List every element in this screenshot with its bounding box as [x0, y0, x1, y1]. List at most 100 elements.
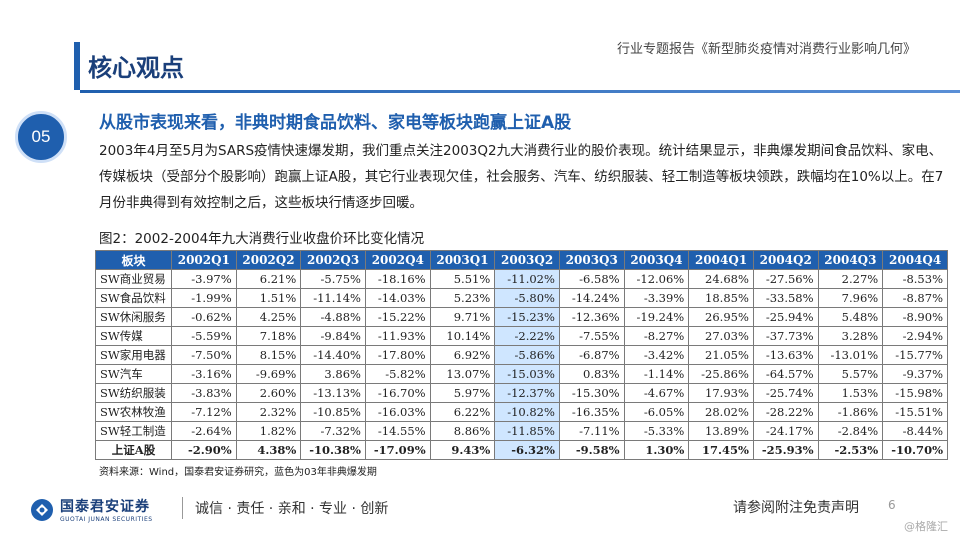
figure-caption: 图2：2002-2004年九大消费行业收盘价环比变化情况: [99, 231, 425, 247]
value-cell: 1.51%: [235, 288, 302, 308]
value-cell: -5.33%: [623, 421, 690, 441]
value-cell: 5.57%: [817, 364, 884, 384]
table-row: SW商业贸易 -3.97% 6.21% -5.75% -18.16% 5.51% -11.0…: [95, 269, 948, 289]
source-note: 资料来源：Wind，国泰君安证券研究，蓝色为03年非典爆发期: [99, 467, 377, 478]
column-header-quarter: 2002Q3: [300, 250, 366, 270]
value-cell: 5.23%: [429, 288, 496, 308]
value-cell: -12.37%: [494, 383, 560, 403]
company-slogan: 诚信 · 责任 · 亲和 · 专业 · 创新: [195, 501, 389, 517]
value-cell: -16.03%: [364, 402, 431, 422]
footer-divider: [182, 497, 183, 519]
value-cell: -2.22%: [494, 326, 560, 346]
column-header-quarter: 2002Q4: [364, 250, 431, 270]
value-cell: 28.02%: [688, 402, 754, 422]
value-cell: 2.32%: [235, 402, 302, 422]
value-cell: -2.84%: [817, 421, 884, 441]
table-row: SW传媒 -5.59% 7.18% -9.84% -11.93% 10.14% -2.22%…: [95, 326, 948, 346]
value-cell: -5.82%: [364, 364, 431, 384]
value-cell: -17.80%: [364, 345, 431, 365]
value-cell: -6.32%: [494, 440, 560, 460]
value-cell: -14.03%: [364, 288, 431, 308]
value-cell: 1.82%: [235, 421, 302, 441]
value-cell: 9.43%: [429, 440, 496, 460]
table-header-row: 板块 2002Q1 2002Q2 2002Q3 2002Q4 2003Q1 2003Q2 20…: [95, 250, 948, 270]
value-cell: 13.07%: [429, 364, 496, 384]
column-header-quarter: 2002Q2: [235, 250, 302, 270]
value-cell: 2.27%: [817, 269, 884, 289]
logo-chinese-name: 国泰君安证券: [60, 499, 150, 515]
value-cell: -1.99%: [171, 288, 237, 308]
value-cell: -1.14%: [623, 364, 690, 384]
title-divider: [80, 90, 960, 93]
value-cell: -4.88%: [300, 307, 366, 327]
value-cell: -15.98%: [882, 383, 948, 403]
page-title: 核心观点: [88, 54, 184, 82]
sector-name-cell: SW休闲服务: [95, 307, 172, 327]
value-cell: -2.64%: [171, 421, 237, 441]
value-cell: -16.35%: [558, 402, 625, 422]
column-header-quarter: 2004Q1: [688, 250, 754, 270]
value-cell: -3.42%: [623, 345, 690, 365]
value-cell: 6.21%: [235, 269, 302, 289]
value-cell: 1.53%: [817, 383, 884, 403]
value-cell: -15.77%: [882, 345, 948, 365]
column-header-quarter: 2004Q2: [752, 250, 819, 270]
value-cell: -3.83%: [171, 383, 237, 403]
value-cell: -5.75%: [300, 269, 366, 289]
report-title: 行业专题报告《新型肺炎疫情对消费行业影响几何》: [616, 42, 916, 57]
sector-name-cell: SW汽车: [95, 364, 172, 384]
value-cell: 27.03%: [688, 326, 754, 346]
column-header-sector: 板块: [95, 250, 172, 270]
value-cell: -15.30%: [558, 383, 625, 403]
table-row: SW休闲服务 -0.62% 4.25% -4.88% -15.22% 9.71% -15.2…: [95, 307, 948, 327]
value-cell: -6.58%: [558, 269, 625, 289]
value-cell: 18.85%: [688, 288, 754, 308]
value-cell: -15.03%: [494, 364, 560, 384]
section-body-text: 2003年4月至5月为SARS疫情快速爆发期，我们重点关注2003Q2九大消费行…: [99, 143, 944, 211]
value-cell: -3.97%: [171, 269, 237, 289]
value-cell: -33.58%: [752, 288, 819, 308]
value-cell: -6.87%: [558, 345, 625, 365]
value-cell: -28.22%: [752, 402, 819, 422]
column-header-quarter: 2004Q4: [882, 250, 948, 270]
value-cell: -12.36%: [558, 307, 625, 327]
disclaimer-note: 请参阅附注免责声明: [733, 500, 859, 516]
table-row: SW家用电器 -7.50% 8.15% -14.40% -17.80% 6.92% -5.8…: [95, 345, 948, 365]
value-cell: -27.56%: [752, 269, 819, 289]
value-cell: -8.27%: [623, 326, 690, 346]
sector-name-cell: SW食品饮料: [95, 288, 172, 308]
value-cell: -8.90%: [882, 307, 948, 327]
value-cell: 7.18%: [235, 326, 302, 346]
value-cell: -0.62%: [171, 307, 237, 327]
value-cell: -16.70%: [364, 383, 431, 403]
value-cell: -3.16%: [171, 364, 237, 384]
sector-name-cell: SW农林牧渔: [95, 402, 172, 422]
value-cell: -14.24%: [558, 288, 625, 308]
value-cell: -15.22%: [364, 307, 431, 327]
sector-name-cell: 上证A股: [95, 440, 172, 460]
value-cell: 7.96%: [817, 288, 884, 308]
value-cell: 0.83%: [558, 364, 625, 384]
column-header-quarter: 2003Q2: [494, 250, 560, 270]
value-cell: -14.40%: [300, 345, 366, 365]
value-cell: -15.51%: [882, 402, 948, 422]
table-row: SW汽车 -3.16% -9.69% 3.86% -5.82% 13.07% -15.03%…: [95, 364, 948, 384]
sector-name-cell: SW商业贸易: [95, 269, 172, 289]
value-cell: -2.94%: [882, 326, 948, 346]
value-cell: 21.05%: [688, 345, 754, 365]
value-cell: 17.45%: [688, 440, 754, 460]
sector-name-cell: SW家用电器: [95, 345, 172, 365]
value-cell: -10.70%: [882, 440, 948, 460]
value-cell: -19.24%: [623, 307, 690, 327]
sector-name-cell: SW轻工制造: [95, 421, 172, 441]
value-cell: -3.39%: [623, 288, 690, 308]
value-cell: -9.84%: [300, 326, 366, 346]
value-cell: 5.51%: [429, 269, 496, 289]
value-cell: 5.97%: [429, 383, 496, 403]
title-accent-bar: [74, 42, 80, 90]
table-row: 上证A股 -2.90% 4.38% -10.38% -17.09% 9.43% -6.32%…: [95, 440, 948, 460]
value-cell: -15.23%: [494, 307, 560, 327]
value-cell: 3.86%: [300, 364, 366, 384]
value-cell: -13.13%: [300, 383, 366, 403]
value-cell: 4.25%: [235, 307, 302, 327]
